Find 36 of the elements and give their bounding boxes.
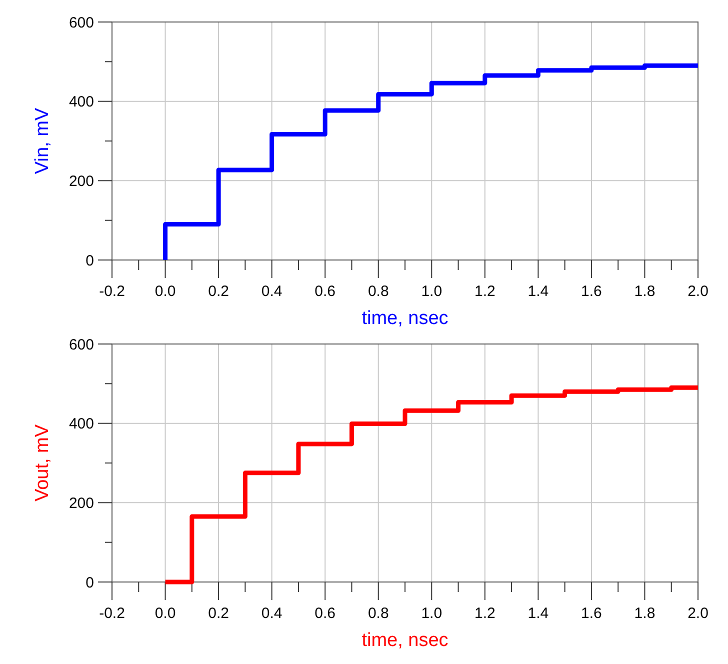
text: 0.0 — [154, 605, 176, 622]
y-tick-label: 0 — [86, 252, 94, 270]
y-tick-label: 400 — [68, 416, 94, 433]
x-tick-label: -0.2 — [99, 605, 125, 622]
x-tick-label: 0.8 — [368, 605, 389, 622]
x-tick-label: 1.8 — [634, 283, 656, 300]
text: 1.0 — [421, 283, 442, 300]
x-tick-label: 0.2 — [208, 283, 229, 300]
x-axis-title: time, nsec — [362, 308, 448, 329]
text: 2.0 — [688, 605, 708, 622]
y-axis-title: Vin, mV — [32, 108, 53, 174]
x-tick-label: 1.8 — [634, 605, 656, 622]
text: 0.0 — [154, 283, 176, 300]
x-tick-label: -0.2 — [99, 283, 125, 300]
x-axis-title: time, nsec — [362, 630, 448, 651]
x-tick-label: 0.4 — [261, 605, 282, 622]
x-tick-label: 0.6 — [314, 283, 336, 300]
y-tick-label: 400 — [68, 94, 94, 111]
y-tick-label: 200 — [68, 494, 94, 512]
x-tick-label: 1.6 — [581, 283, 602, 300]
x-tick-label: 1.6 — [581, 605, 602, 622]
x-tick-label: 0.4 — [261, 283, 282, 300]
x-tick-label: 1.4 — [528, 605, 549, 622]
x-tick-label: 0.6 — [314, 605, 336, 622]
x-tick-label: 0.8 — [368, 283, 389, 300]
y-axis-title: Vout, mV — [32, 424, 53, 502]
x-tick-label: 0.2 — [208, 605, 229, 622]
x-tick-label: 1.2 — [474, 283, 496, 300]
text: 2.0 — [688, 283, 708, 300]
x-tick-label: 1.2 — [474, 605, 496, 622]
y-tick-label: 600 — [68, 14, 94, 32]
text: 1.0 — [421, 605, 442, 622]
x-tick-label: 1.4 — [528, 283, 549, 300]
y-tick-label: 200 — [68, 172, 94, 190]
y-tick-label: 600 — [68, 336, 94, 354]
y-tick-label: 0 — [86, 574, 94, 592]
